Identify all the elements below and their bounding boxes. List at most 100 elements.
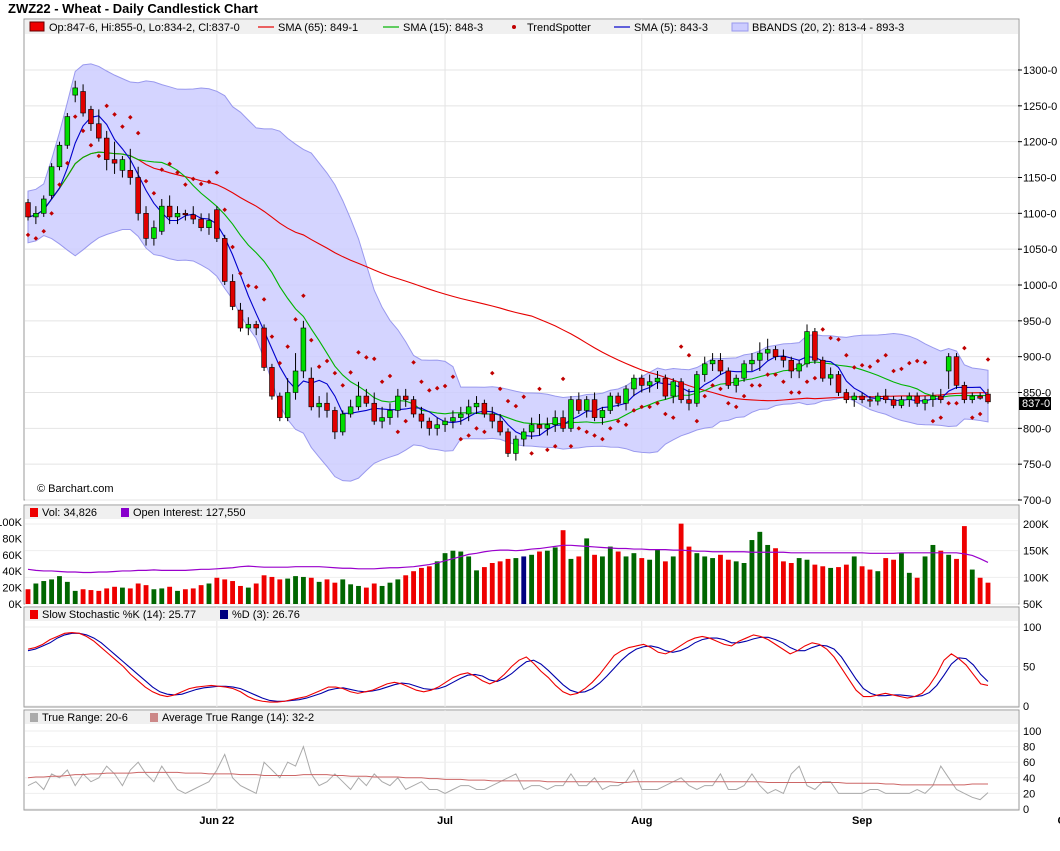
volume-legend: Vol: 34,826 Open Interest: 127,550: [30, 507, 246, 519]
volume-bar: [285, 578, 291, 604]
candle-body: [308, 377, 314, 408]
last-price-label: 837-0: [1022, 398, 1050, 410]
trendspotter-dot: [261, 297, 267, 302]
candle-body: [788, 359, 794, 372]
volume-bar: [159, 588, 165, 604]
time-tick-label: Aug: [631, 815, 652, 827]
atr-line: [27, 771, 988, 786]
trendspotter-dot: [120, 124, 125, 129]
trendspotter-dot: [718, 386, 723, 392]
candle-body: [505, 431, 511, 454]
volume-bar: [788, 563, 794, 604]
candle-body: [198, 218, 204, 228]
volume-bar: [57, 576, 62, 604]
candle-body: [528, 424, 535, 433]
volume-bar: [938, 550, 944, 604]
tr-swatch-icon: [30, 713, 38, 722]
volume-bar: [906, 572, 912, 604]
volume-bar: [190, 588, 196, 604]
stoch-tick: 50: [1023, 662, 1035, 674]
volume-bar: [450, 550, 456, 604]
candle-body: [190, 214, 196, 220]
volume-bar: [112, 586, 117, 604]
trendspotter-dot: [804, 379, 810, 385]
volume-bar: [961, 526, 967, 604]
trendspotter-dot: [285, 344, 290, 349]
sma5-line: [27, 115, 989, 437]
volume-bar: [662, 561, 668, 604]
trendspotter-dot: [812, 375, 818, 381]
volume-bar: [253, 583, 259, 604]
price-legend: Op:847-6, Hi:855-0, Lo:834-2, Cl:837-0 S…: [29, 21, 904, 34]
trendspotter-dot: [80, 128, 86, 134]
volume-bar: [859, 566, 865, 604]
tr-tick: 60: [1023, 757, 1035, 769]
candle-body: [804, 331, 810, 365]
bbands-swatch-icon: [731, 22, 749, 32]
tr-label: True Range: 20-6: [42, 712, 128, 724]
price-tick-label: 950-0: [1023, 316, 1051, 328]
volume-bar: [899, 553, 904, 604]
trendspotter-dot: [301, 293, 306, 299]
price-tick-label: 700-0: [1023, 495, 1051, 507]
volume-bar: [379, 585, 385, 604]
candle-body: [827, 374, 834, 379]
candle-body: [749, 359, 755, 365]
candle-body: [717, 359, 724, 372]
ohlc-label: Op:847-6, Hi:855-0, Lo:834-2, Cl:837-0: [49, 22, 240, 34]
candle-body: [96, 123, 102, 139]
trendspotter-dot: [332, 370, 338, 376]
trendspotter-dot: [946, 400, 951, 406]
volume-bar: [104, 588, 110, 604]
trendspotter-dot: [608, 426, 613, 431]
volume-bar: [552, 547, 558, 604]
candle-body: [103, 137, 110, 160]
volume-bar: [780, 561, 786, 604]
volume-bar: [686, 546, 692, 604]
candle-body: [914, 395, 920, 404]
volume-bar: [969, 569, 975, 604]
volume-bar: [426, 566, 432, 604]
trendspotter-dot: [513, 403, 519, 409]
candle-body: [182, 213, 189, 216]
volume-bar: [466, 556, 472, 604]
candle-body: [654, 377, 661, 383]
candle-body: [898, 399, 905, 406]
vol-right-tick: 200K: [1023, 519, 1049, 531]
volume-bar: [568, 558, 574, 604]
vol-right-tick: 100K: [1023, 572, 1049, 584]
trendspotter-dot: [379, 379, 385, 385]
trendspotter-dot: [663, 411, 668, 417]
trendspotter-dot: [568, 443, 574, 449]
trendspotter-dot: [930, 418, 936, 424]
candle-body: [646, 381, 653, 386]
volume-bar: [576, 556, 582, 604]
price-tick-label: 1250-0: [1023, 101, 1057, 113]
volume-bar: [41, 581, 47, 604]
trendspotter-dot: [238, 271, 243, 276]
time-tick-label: Sep: [852, 815, 872, 827]
sma15-legend: SMA (15): 848-3: [403, 22, 483, 34]
volume-bar: [765, 544, 771, 604]
stochastic-panel: [23, 606, 1020, 708]
volume-bar: [245, 587, 251, 604]
sma65-legend: SMA (65): 849-1: [278, 22, 358, 34]
volume-bar: [363, 587, 369, 604]
candle-body: [961, 385, 968, 400]
tr-tick: 0: [1023, 804, 1029, 816]
tr-tick: 40: [1023, 773, 1035, 785]
trendspotter-dot: [741, 393, 747, 399]
trendspotter-dot: [623, 422, 629, 428]
volume-bar: [607, 546, 613, 604]
trendspotter-dot: [576, 426, 582, 431]
candle-body: [953, 356, 960, 386]
bollinger-band: [27, 63, 989, 482]
trendspotter-dot: [726, 400, 731, 406]
trendspotter-dot: [828, 335, 833, 341]
trendspotter-dot: [340, 383, 346, 388]
volume-bar: [222, 579, 228, 604]
volume-bar: [733, 561, 739, 604]
atr-swatch-icon: [150, 713, 158, 722]
candle-body: [151, 227, 157, 239]
trendspotter-dot: [670, 415, 676, 420]
